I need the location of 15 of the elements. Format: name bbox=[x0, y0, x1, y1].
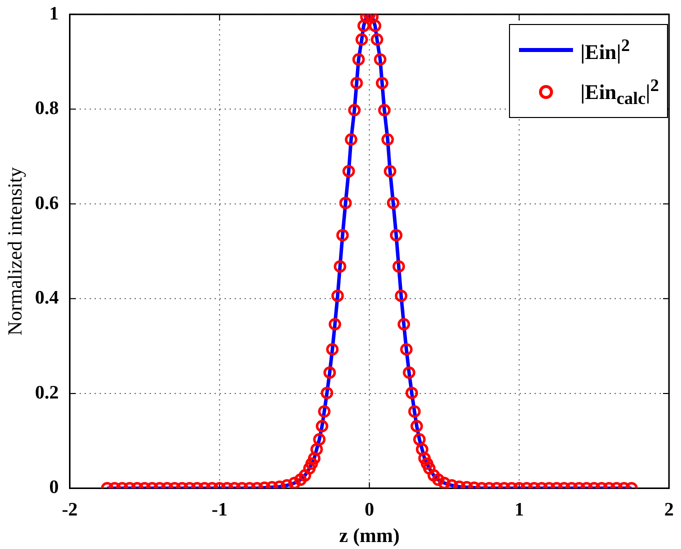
y-tick-label: 0.2 bbox=[35, 382, 59, 404]
x-tick-label: -1 bbox=[212, 500, 228, 521]
y-tick-label: 0.6 bbox=[35, 192, 59, 214]
y-tick-label: 1 bbox=[49, 3, 59, 24]
x-tick-label: 1 bbox=[514, 500, 524, 521]
legend-label: |Ein|$^{2}$ bbox=[580, 35, 630, 66]
y-tick-label: 0 bbox=[49, 477, 59, 498]
x-axis-title: z (mm) bbox=[339, 525, 400, 548]
x-tick-label: 0 bbox=[364, 500, 374, 521]
x-tick-label: -2 bbox=[62, 500, 78, 521]
y-tick-label: 0.4 bbox=[35, 288, 60, 309]
y-tick-label: 0.8 bbox=[35, 98, 59, 120]
legend-label: |Ein$_{calc}$|$^{2}$ bbox=[580, 75, 659, 110]
x-tick-label: 2 bbox=[664, 500, 674, 521]
y-axis-title: Normalized intensity bbox=[4, 167, 26, 336]
